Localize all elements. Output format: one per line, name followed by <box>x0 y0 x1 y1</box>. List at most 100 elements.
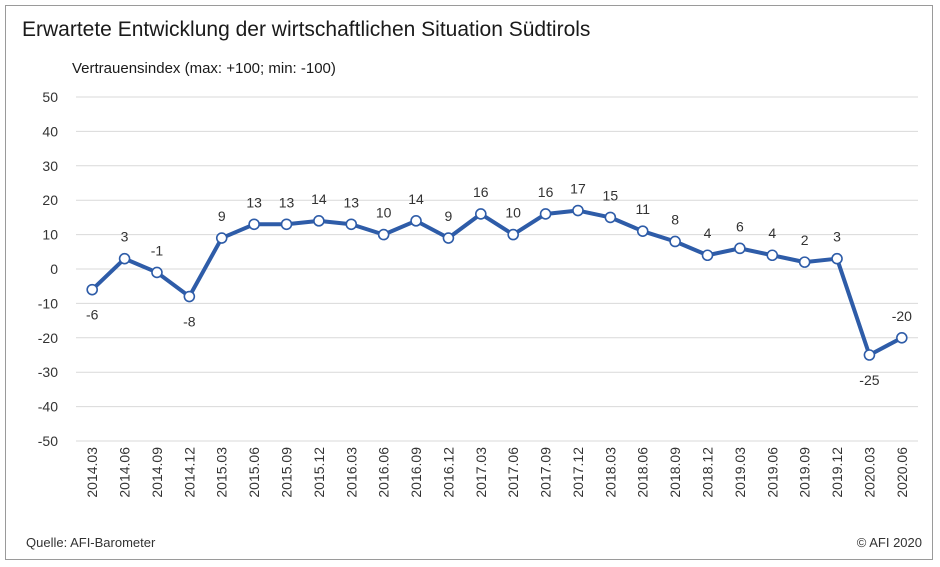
x-tick-label: 2015.03 <box>214 447 230 498</box>
y-tick-label: 10 <box>42 227 58 243</box>
y-tick-label: -10 <box>38 295 58 311</box>
data-label: 14 <box>408 191 424 207</box>
data-point <box>475 208 487 220</box>
data-point <box>86 283 98 296</box>
x-tick-label: 2017.06 <box>505 447 521 498</box>
data-point <box>863 349 876 361</box>
data-label: 10 <box>505 205 521 221</box>
data-point <box>280 218 293 231</box>
x-tick-label: 2016.06 <box>376 447 392 498</box>
x-tick-label: 2014.09 <box>149 447 165 498</box>
data-point <box>151 266 163 279</box>
data-label: 8 <box>671 211 679 227</box>
data-label: 4 <box>768 225 776 241</box>
x-tick-label: 2015.06 <box>246 447 262 498</box>
chart-title: Erwartete Entwicklung der wirtschaftlich… <box>22 18 591 41</box>
data-point <box>183 290 196 303</box>
data-label: 9 <box>218 208 226 224</box>
data-label: 2 <box>801 232 809 248</box>
x-tick-label: 2018.06 <box>635 447 651 498</box>
series-line-path <box>90 208 903 357</box>
data-label: -1 <box>151 242 164 258</box>
data-label: 13 <box>343 194 359 210</box>
x-tick-label: 2014.12 <box>181 447 197 498</box>
x-tick-label: 2018.12 <box>700 447 716 498</box>
x-tick-label: 2016.03 <box>343 447 359 498</box>
data-label: -6 <box>86 307 99 323</box>
y-tick-label: -40 <box>38 399 58 415</box>
y-tick-label: 20 <box>42 192 58 208</box>
y-tick-label: 0 <box>50 261 58 277</box>
data-point <box>442 232 455 244</box>
data-label: 13 <box>246 194 262 210</box>
data-point <box>507 228 519 241</box>
data-point <box>896 331 908 344</box>
data-label: 11 <box>635 201 650 217</box>
x-tick-label: 2014.03 <box>84 447 100 498</box>
data-label: 13 <box>279 194 295 210</box>
data-point <box>766 249 779 262</box>
x-tick-label: 2016.12 <box>440 447 456 498</box>
data-point <box>215 232 228 244</box>
x-tick-label: 2017.09 <box>538 447 554 498</box>
data-point <box>701 249 714 262</box>
data-label: 9 <box>445 208 453 224</box>
x-tick-label: 2019.09 <box>797 447 813 498</box>
x-tick-labels: 2014.03 2014.06 2014.09 2014.12 2015.03 2015.… <box>84 447 910 498</box>
y-tick-label: 40 <box>42 123 58 139</box>
data-label: 10 <box>376 205 392 221</box>
x-tick-label: 2015.09 <box>279 447 295 498</box>
gridlines <box>76 96 918 442</box>
x-tick-label: 2015.12 <box>311 447 327 498</box>
data-label: 15 <box>603 187 619 203</box>
data-point <box>410 215 422 227</box>
data-point <box>798 256 811 268</box>
x-tick-label: 2019.06 <box>764 447 780 498</box>
data-label: 3 <box>121 229 129 245</box>
y-tick-label: 30 <box>42 158 58 174</box>
x-tick-label: 2019.12 <box>829 447 845 498</box>
data-point <box>248 218 260 231</box>
data-label: -25 <box>859 372 879 388</box>
chart-frame <box>5 5 933 560</box>
x-tick-label: 2018.09 <box>667 447 683 498</box>
data-point <box>345 218 358 231</box>
y-tick-label: -20 <box>38 330 58 346</box>
data-label: -8 <box>183 314 196 330</box>
data-point <box>636 225 649 237</box>
data-point <box>669 235 681 248</box>
data-label: 16 <box>538 184 554 200</box>
y-axis-label: Vertrauensindex (max: +100; min: -100) <box>72 60 336 77</box>
data-point <box>313 215 325 227</box>
data-point <box>604 211 617 224</box>
x-tick-label: 2017.12 <box>570 447 586 498</box>
copyright-note: © AFI 2020 <box>856 535 922 550</box>
source-note: Quelle: AFI-Barometer <box>26 535 156 550</box>
data-label: 6 <box>736 218 744 234</box>
series-markers <box>86 204 908 361</box>
x-tick-label: 2017.03 <box>473 447 489 498</box>
data-label: 3 <box>833 229 841 245</box>
data-label: -20 <box>892 308 912 324</box>
x-tick-label: 2019.03 <box>732 447 748 498</box>
y-tick-labels: 50 40 30 20 10 0 -10 -20 -30 -40 -50 <box>38 89 58 449</box>
data-point <box>734 242 746 255</box>
y-tick-label: -50 <box>38 433 58 449</box>
data-point <box>572 204 584 217</box>
data-label: 16 <box>473 184 489 200</box>
x-tick-label: 2020.03 <box>861 447 877 498</box>
data-point <box>831 252 843 265</box>
y-tick-label: 50 <box>42 89 58 105</box>
data-label: 14 <box>311 191 327 207</box>
data-label: 17 <box>570 181 586 197</box>
y-tick-label: -30 <box>38 364 58 380</box>
x-tick-label: 2016.09 <box>408 447 424 498</box>
data-point <box>539 208 552 220</box>
series-line <box>90 208 903 357</box>
data-point <box>377 228 390 241</box>
x-tick-label: 2020.06 <box>894 447 910 498</box>
x-tick-label: 2018.03 <box>602 447 618 498</box>
data-label: 4 <box>704 225 712 241</box>
x-tick-label: 2014.06 <box>117 447 133 498</box>
